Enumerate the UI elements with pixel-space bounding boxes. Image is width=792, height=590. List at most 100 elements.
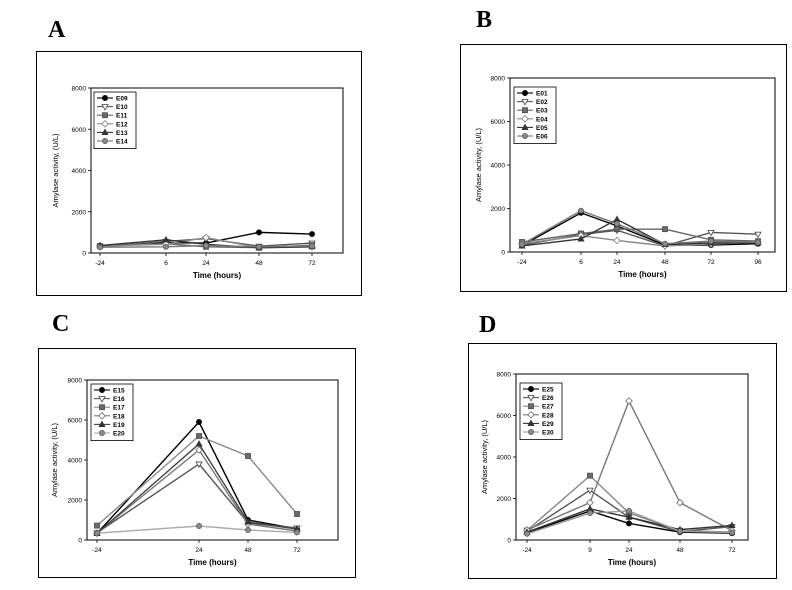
legend-marker bbox=[528, 403, 534, 410]
legend-marker bbox=[101, 104, 109, 111]
chart-a: 0 2000 4000 6000 8000 -24 6 24 48 72 Time (hours) A… bbox=[51, 86, 344, 280]
data-point bbox=[626, 508, 632, 514]
x-tick-label: 48 bbox=[676, 547, 684, 554]
legend-marker bbox=[521, 123, 529, 130]
data-point bbox=[256, 243, 262, 250]
data-point bbox=[163, 243, 169, 250]
data-point bbox=[245, 453, 251, 459]
data-point bbox=[613, 215, 621, 222]
data-point bbox=[625, 513, 633, 520]
y-tick-label: 4000 bbox=[68, 458, 83, 465]
data-point bbox=[677, 528, 683, 535]
legend-marker bbox=[522, 107, 528, 114]
legend-label: E30 bbox=[542, 430, 554, 437]
y-tick-label: 6000 bbox=[491, 119, 506, 126]
legend-box bbox=[90, 383, 134, 441]
legend-marker bbox=[527, 395, 535, 402]
y-tick-label: 8000 bbox=[72, 86, 87, 93]
data-point bbox=[203, 242, 209, 249]
legend-label: E17 bbox=[113, 405, 125, 412]
data-point bbox=[196, 419, 202, 425]
data-point bbox=[754, 231, 762, 239]
series-line bbox=[521, 212, 759, 247]
y-tick-label: 4000 bbox=[72, 168, 87, 175]
series-e30 bbox=[524, 508, 735, 537]
legend-box bbox=[519, 382, 563, 440]
x-tick-label: -24 bbox=[517, 259, 527, 266]
data-point bbox=[586, 487, 594, 495]
legend-label: E13 bbox=[116, 130, 128, 137]
legend-marker bbox=[522, 90, 528, 96]
series-e20 bbox=[94, 523, 300, 537]
data-point bbox=[587, 472, 593, 479]
y-tick-label: 0 bbox=[82, 251, 86, 258]
x-tick-label: -24 bbox=[522, 547, 532, 554]
legend-marker bbox=[522, 133, 528, 139]
panel-letter-a: A bbox=[48, 17, 66, 43]
legend-marker bbox=[528, 429, 534, 435]
y-tick-label: 2000 bbox=[68, 498, 83, 505]
x-tick-label: -24 bbox=[92, 547, 102, 554]
y-tick-label: 0 bbox=[501, 250, 505, 257]
legend-label: E02 bbox=[536, 99, 548, 106]
x-tick-label: -24 bbox=[95, 260, 105, 267]
legend-label: E10 bbox=[116, 104, 128, 111]
data-point bbox=[755, 239, 761, 246]
y-tick-label: 6000 bbox=[72, 127, 87, 134]
data-point bbox=[244, 518, 252, 525]
data-point bbox=[196, 523, 202, 529]
x-tick-label: 6 bbox=[579, 259, 583, 266]
data-point bbox=[195, 446, 203, 454]
data-point bbox=[625, 397, 633, 405]
y-axis-label: Amylase activity, (U/L) bbox=[50, 422, 59, 497]
series-line bbox=[96, 448, 298, 534]
data-point bbox=[662, 226, 668, 233]
data-point bbox=[578, 207, 584, 214]
legend-marker bbox=[101, 119, 109, 128]
data-point bbox=[662, 240, 668, 247]
legend-label: E26 bbox=[542, 395, 554, 402]
series-line bbox=[96, 420, 298, 534]
legend-label: E06 bbox=[536, 134, 548, 141]
x-tick-label: 72 bbox=[728, 547, 736, 554]
data-point bbox=[196, 433, 202, 439]
data-point bbox=[245, 527, 251, 533]
series-line bbox=[96, 442, 298, 534]
x-tick-label: 96 bbox=[754, 259, 762, 266]
legend-label: E09 bbox=[116, 96, 128, 103]
x-tick-label: 6 bbox=[164, 260, 168, 267]
legend-marker bbox=[528, 386, 534, 392]
series-line bbox=[96, 525, 298, 534]
x-axis-label: Time (hours) bbox=[193, 271, 242, 280]
x-tick-label: 24 bbox=[613, 259, 621, 266]
series-e19 bbox=[93, 440, 301, 536]
legend-label: E12 bbox=[116, 121, 128, 128]
x-axis-label: Time (hours) bbox=[618, 270, 667, 279]
panel-letter-d: D bbox=[479, 312, 497, 338]
legend-label: E18 bbox=[113, 413, 125, 420]
y-axis-label: Amylase activity, (U/L) bbox=[51, 133, 60, 208]
y-tick-label: 8000 bbox=[491, 76, 506, 83]
data-point bbox=[195, 440, 203, 447]
data-point bbox=[613, 236, 621, 245]
legend-label: E01 bbox=[536, 91, 548, 98]
panel-frame-b bbox=[460, 44, 787, 292]
series-line bbox=[521, 234, 759, 247]
series-line bbox=[521, 209, 759, 245]
legend-label: E11 bbox=[116, 113, 128, 120]
data-point bbox=[676, 498, 684, 507]
series-line bbox=[521, 218, 758, 247]
x-tick-label: 72 bbox=[293, 547, 301, 554]
data-point bbox=[728, 521, 736, 529]
legend-marker bbox=[521, 99, 529, 106]
x-tick-label: 24 bbox=[625, 547, 633, 554]
legend-marker bbox=[102, 95, 108, 101]
x-tick-label: 72 bbox=[308, 260, 316, 267]
data-point bbox=[707, 229, 715, 237]
data-point bbox=[97, 244, 103, 251]
panel-letter-b: B bbox=[476, 7, 493, 33]
y-axis-label: Amylase activity, (U/L) bbox=[480, 419, 489, 494]
legend-marker bbox=[98, 420, 106, 427]
